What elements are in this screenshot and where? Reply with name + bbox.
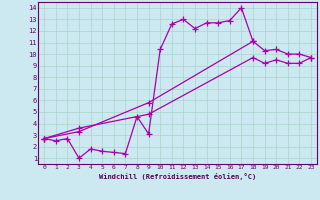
X-axis label: Windchill (Refroidissement éolien,°C): Windchill (Refroidissement éolien,°C) (99, 173, 256, 180)
